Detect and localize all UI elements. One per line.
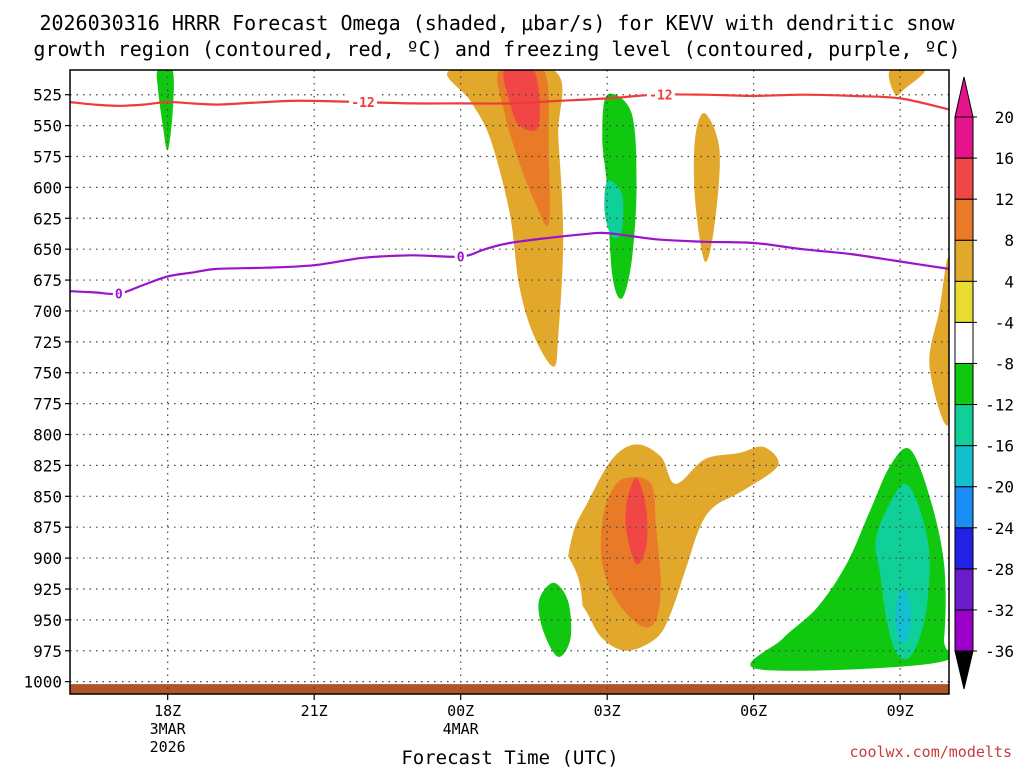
y-tick-label: 950 bbox=[33, 611, 62, 630]
omega-region-blue-low-east bbox=[895, 588, 912, 643]
y-axis: 525 550 575 600 625 650 675 700 725 750 775 800 825 8… bbox=[23, 86, 70, 692]
omega-region-green-08z-b bbox=[831, 304, 868, 376]
omega-region-green-08z bbox=[875, 218, 907, 309]
y-tick-label: 750 bbox=[33, 364, 62, 383]
colorbar-tick-label: 8 bbox=[1004, 231, 1014, 250]
colorbar-tick-label: 4 bbox=[1004, 272, 1014, 291]
y-tick-label: 800 bbox=[33, 426, 62, 445]
freezing-level-contour-label: 0 bbox=[115, 288, 123, 303]
omega-region-orange-low-center bbox=[625, 477, 648, 565]
omega-shading bbox=[70, 70, 949, 694]
freezing-level-contour-label-bg bbox=[454, 248, 467, 265]
colorbar-tick-label: -12 bbox=[985, 396, 1014, 415]
colorbar-tick-label: 16 bbox=[995, 149, 1014, 168]
colorbar-box bbox=[954, 280, 974, 323]
x-tick-label: 06Z bbox=[740, 702, 767, 720]
dendritic-contour-label: -12 bbox=[649, 89, 672, 104]
x-tick-label: 3MAR bbox=[150, 720, 187, 738]
y-tick-label: 700 bbox=[33, 302, 62, 321]
omega-region-green-west-mid bbox=[201, 378, 236, 515]
colorbar-box bbox=[954, 116, 974, 159]
omega-region-yellow-09z-top bbox=[888, 70, 925, 96]
colorbar-extend-high bbox=[954, 76, 974, 118]
colorbar-box bbox=[954, 445, 974, 488]
x-tick-label: 2026 bbox=[150, 738, 186, 756]
omega-region-green-00z bbox=[455, 280, 468, 371]
colorbar-tick-label: 20 bbox=[995, 108, 1014, 127]
dendritic-contour-label-bg bbox=[646, 86, 675, 103]
y-tick-label: 600 bbox=[33, 178, 62, 197]
colorbar-box bbox=[954, 404, 974, 447]
freezing-level-contour-label-bg bbox=[112, 285, 125, 302]
y-tick-label: 775 bbox=[33, 395, 62, 414]
x-tick-label: 18Z bbox=[154, 702, 181, 720]
colorbar-tick-label: -20 bbox=[985, 478, 1014, 497]
freezing-level-contour-label: 0 bbox=[457, 251, 465, 266]
surface-band bbox=[70, 684, 949, 694]
x-tick-label: 03Z bbox=[594, 702, 621, 720]
colorbar-box bbox=[954, 198, 974, 241]
y-tick-label: 525 bbox=[33, 86, 62, 105]
omega-region-green-west-low bbox=[99, 374, 135, 577]
x-tick-label: 09Z bbox=[887, 702, 914, 720]
y-tick-label: 825 bbox=[33, 456, 62, 475]
colorbar-box bbox=[954, 527, 974, 570]
colorbar-box bbox=[954, 362, 974, 406]
colorbar-box bbox=[954, 239, 974, 282]
y-tick-label: 725 bbox=[33, 333, 62, 352]
colorbar-box bbox=[954, 486, 974, 529]
x-tick-label: 21Z bbox=[301, 702, 328, 720]
y-tick-label: 650 bbox=[33, 240, 62, 259]
colorbar-box bbox=[954, 568, 974, 611]
colorbar-tick-label: -8 bbox=[995, 354, 1014, 373]
colorbar: -36 -32 -28 -24 -20 -16 -12 -8 -4 4 8 12 16 20 bbox=[954, 76, 1014, 690]
y-tick-label: 1000 bbox=[23, 673, 62, 692]
x-tick-label: 4MAR bbox=[443, 720, 480, 738]
grid-lines bbox=[70, 70, 949, 694]
credit-text[interactable]: coolwx.com/modelts bbox=[849, 743, 1012, 761]
x-axis-label: Forecast Time (UTC) bbox=[401, 747, 618, 768]
colorbar-tick-label: -16 bbox=[985, 437, 1014, 456]
omega-region-cyan-03z bbox=[604, 180, 624, 239]
chart-title-line1: 2026030316 HRRR Forecast Omega (shaded, … bbox=[39, 11, 955, 35]
dendritic-contour-label: -12 bbox=[351, 96, 374, 111]
x-tick-label: 00Z bbox=[447, 702, 474, 720]
colorbar-box bbox=[954, 157, 974, 200]
y-tick-label: 625 bbox=[33, 209, 62, 228]
dendritic-contour-label-bg bbox=[349, 94, 377, 111]
omega-region-yellow-east-edge bbox=[929, 257, 949, 426]
freezing-level-contour-line bbox=[70, 231, 949, 296]
chart-title-line2: growth region (contoured, red, ºC) and f… bbox=[33, 37, 960, 61]
omega-region-teal-west-upper bbox=[156, 70, 174, 151]
colorbar-tick-label: -24 bbox=[985, 519, 1014, 538]
colorbar-tick-label: -4 bbox=[995, 313, 1014, 332]
omega-region-teal-low-02z bbox=[538, 582, 572, 657]
colorbar-tick-label: -28 bbox=[985, 560, 1014, 579]
colorbar-tick-label: -36 bbox=[985, 642, 1014, 661]
y-tick-label: 550 bbox=[33, 117, 62, 136]
y-tick-label: 575 bbox=[33, 147, 62, 166]
y-tick-label: 850 bbox=[33, 487, 62, 506]
plot-frame bbox=[69, 69, 950, 695]
y-tick-label: 900 bbox=[33, 549, 62, 568]
colorbar-tick-label: 12 bbox=[995, 190, 1014, 209]
dendritic-contour-line bbox=[70, 93, 949, 111]
colorbar-tick-label: -32 bbox=[985, 601, 1014, 620]
colorbar-box bbox=[954, 609, 974, 652]
colorbar-extend-low bbox=[954, 650, 974, 690]
omega-region-yellow-05z bbox=[693, 112, 720, 262]
temperature-contours: -12 -12 0 0 bbox=[70, 86, 949, 303]
colorbar-box bbox=[954, 321, 974, 364]
omega-region-orange-center bbox=[503, 70, 540, 131]
y-tick-label: 675 bbox=[33, 271, 62, 290]
y-tick-label: 975 bbox=[33, 642, 62, 661]
y-tick-label: 925 bbox=[33, 580, 62, 599]
y-tick-label: 875 bbox=[33, 518, 62, 537]
